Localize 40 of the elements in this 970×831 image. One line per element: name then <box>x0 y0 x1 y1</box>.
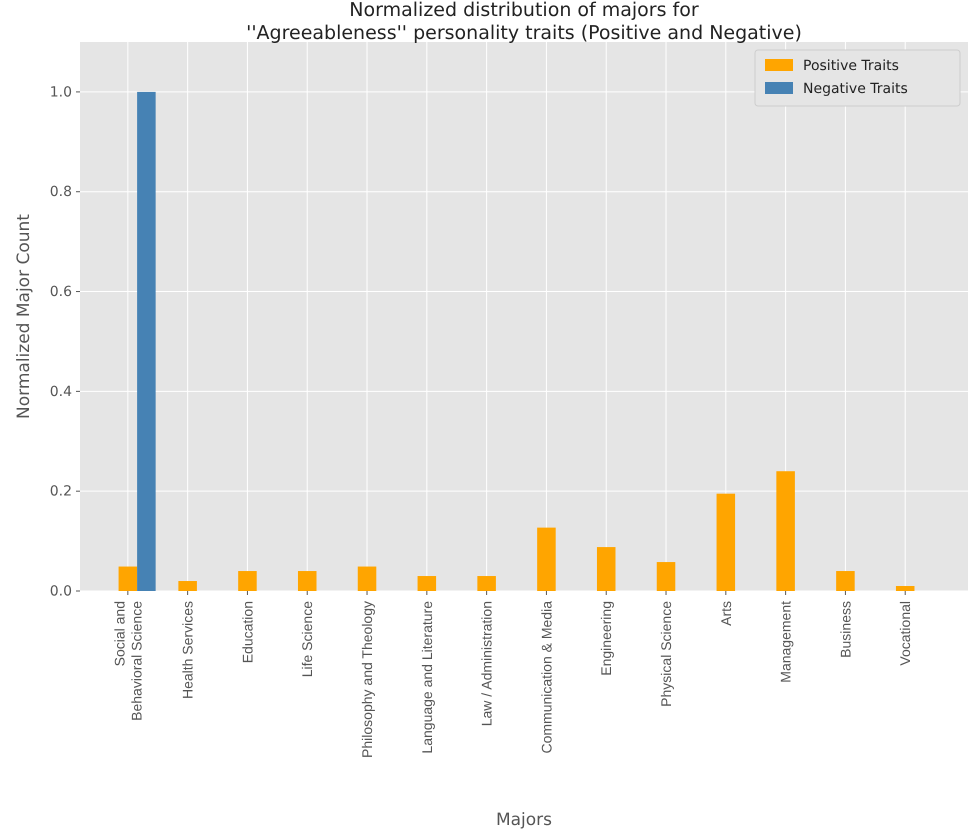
bar <box>896 586 914 591</box>
bar <box>178 581 197 591</box>
x-tick-label: Vocational <box>897 601 914 666</box>
bar <box>418 576 436 591</box>
legend-label: Positive Traits <box>803 58 899 74</box>
x-tick-label: Communication & Media <box>538 600 554 754</box>
x-tick-label: Engineering <box>598 601 614 676</box>
bar <box>776 471 795 591</box>
bar <box>656 562 676 591</box>
y-tick-label: 0.4 <box>50 384 72 400</box>
bar <box>537 528 556 591</box>
x-tick-label: Social and Behavioral Science <box>111 600 144 721</box>
legend-label: Negative Traits <box>803 81 908 97</box>
y-tick-label: 1.0 <box>50 84 72 100</box>
x-tick-label: Education <box>239 601 256 664</box>
x-tick-label: Business <box>837 601 854 658</box>
bar <box>298 571 316 591</box>
bar <box>477 576 496 591</box>
x-tick-label: Arts <box>718 601 734 626</box>
chart-title: Normalized distribution of majors for ''Agreeableness'' personality traits (Positive and Negative) <box>246 0 802 44</box>
x-tick-label: Life Science <box>299 600 316 678</box>
y-tick-label: 0.8 <box>50 184 72 200</box>
bar <box>137 92 156 591</box>
x-tick-label: Health Services <box>180 601 196 700</box>
bar <box>836 571 855 591</box>
y-tick-label: 0.2 <box>50 484 72 500</box>
y-tick-label: 0.0 <box>50 583 72 600</box>
bar <box>596 547 616 591</box>
y-tick-label: 0.6 <box>50 284 72 300</box>
x-tick-label: Philosophy and Theology <box>359 601 376 758</box>
bar <box>118 566 138 591</box>
x-axis-title: Majors <box>496 810 552 830</box>
x-tick-label: Physical Science <box>658 600 674 707</box>
bar <box>238 571 257 591</box>
x-tick-label: Management <box>778 600 794 683</box>
x-tick-label: Law / Administration <box>478 601 495 726</box>
bar <box>716 494 736 591</box>
y-axis-title: Normalized Major Count <box>14 214 34 419</box>
bar <box>358 566 376 591</box>
x-tick-label: Language and Literature <box>418 600 435 754</box>
